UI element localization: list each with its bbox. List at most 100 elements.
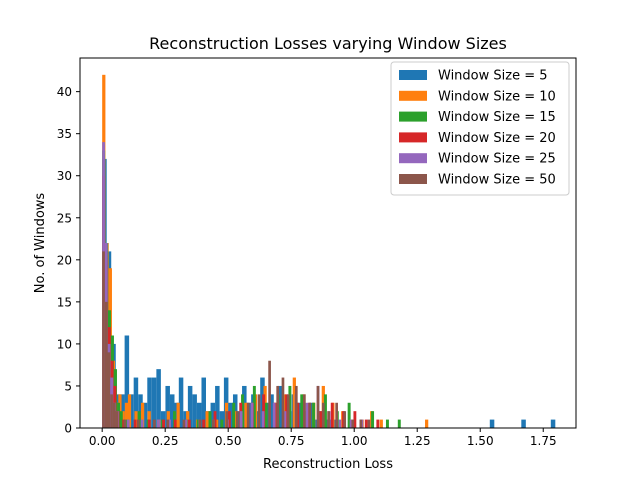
histogram-bar xyxy=(323,394,327,428)
histogram-bar xyxy=(174,402,179,428)
histogram-bar xyxy=(286,394,290,428)
histogram-bar xyxy=(136,419,140,428)
histogram-bar xyxy=(178,377,184,428)
legend-swatch xyxy=(399,70,427,80)
histogram-bar xyxy=(347,402,351,428)
histogram-bar xyxy=(305,402,309,428)
chart-title: Reconstruction Losses varying Window Siz… xyxy=(149,34,507,53)
histogram-bar xyxy=(312,402,316,428)
histogram-bar xyxy=(165,385,170,428)
histogram-bar xyxy=(272,402,276,428)
histogram-bar xyxy=(283,411,287,428)
legend-label: Window Size = 50 xyxy=(438,173,556,188)
histogram-bar xyxy=(147,377,152,428)
legend-swatch xyxy=(399,153,427,164)
x-axis: 0.00 0.25 0.50 0.75 1.00 1.25 1.50 1.75 xyxy=(89,428,557,448)
histogram-bar xyxy=(264,402,268,428)
y-tick-label: 40 xyxy=(57,85,72,99)
histogram-bar xyxy=(119,411,123,428)
histogram-bar xyxy=(316,385,320,428)
histogram-bar xyxy=(129,394,134,428)
histogram-bar xyxy=(371,411,375,428)
histogram-bar xyxy=(102,251,105,428)
legend-label: Window Size = 25 xyxy=(438,152,556,167)
histogram-bar xyxy=(550,419,556,428)
histogram-bar xyxy=(268,360,271,428)
histogram-bar xyxy=(489,419,495,428)
histogram-bar xyxy=(269,394,274,428)
histogram-bar xyxy=(184,419,188,428)
y-axis: 0 5 10 15 20 25 30 35 40 xyxy=(57,85,80,436)
histogram-bar xyxy=(252,385,256,428)
histogram-bar xyxy=(107,352,111,428)
histogram-bar xyxy=(314,419,319,428)
histogram-bar xyxy=(202,419,206,428)
legend-label: Window Size = 15 xyxy=(438,110,556,125)
histogram-bar xyxy=(124,402,129,428)
histogram-bar xyxy=(110,394,113,428)
histogram-bar xyxy=(250,402,254,428)
histogram-bar xyxy=(133,419,137,428)
histogram-bars xyxy=(102,74,556,428)
histogram-bar xyxy=(187,419,191,428)
histogram-bar xyxy=(281,377,285,428)
histogram-bar xyxy=(196,419,200,428)
histogram-bar xyxy=(300,394,304,428)
series-6-bars xyxy=(102,251,371,428)
histogram-bar xyxy=(212,419,215,428)
legend-box xyxy=(390,61,570,196)
histogram-bar xyxy=(192,394,197,428)
legend-swatch xyxy=(399,174,427,184)
histogram-bar xyxy=(232,402,236,428)
histogram-bar xyxy=(379,419,383,428)
y-tick-label: 20 xyxy=(57,253,72,267)
histogram-bar xyxy=(353,411,357,428)
histogram-bar xyxy=(142,402,148,428)
x-tick-label: 1.50 xyxy=(467,434,494,448)
histogram-bar xyxy=(332,419,337,428)
histogram-bar xyxy=(225,411,229,428)
y-tick-label: 0 xyxy=(64,422,72,436)
histogram-bar xyxy=(215,419,219,428)
histogram-bar xyxy=(213,411,217,428)
legend: Window Size = 5 Window Size = 10 Window Si… xyxy=(390,61,570,196)
histogram-bar xyxy=(115,411,119,428)
histogram-bar xyxy=(187,385,193,428)
histogram-bar xyxy=(349,419,353,428)
histogram-bar xyxy=(303,394,306,428)
histogram-bar xyxy=(220,419,224,428)
histogram-bar xyxy=(285,394,288,428)
legend-swatch xyxy=(399,111,427,122)
legend-swatch xyxy=(399,90,427,101)
histogram-bar xyxy=(176,402,180,428)
legend-label: Window Size = 10 xyxy=(438,89,556,104)
histogram-bar xyxy=(124,335,130,428)
histogram-bar xyxy=(239,411,243,428)
x-tick-label: 1.00 xyxy=(341,434,368,448)
histogram-bar xyxy=(168,419,171,428)
histogram-bar xyxy=(330,402,334,428)
x-tick-label: 0.50 xyxy=(215,434,242,448)
histogram-bar xyxy=(296,402,300,428)
histogram-bar xyxy=(521,419,526,428)
y-axis-label: No. of Windows xyxy=(33,193,48,294)
histogram-bar xyxy=(151,377,157,428)
histogram-bar xyxy=(236,411,239,428)
histogram-bar xyxy=(278,385,283,428)
histogram-bar xyxy=(227,411,231,428)
histogram-bar xyxy=(113,402,116,428)
histogram-bar xyxy=(166,419,170,428)
y-tick-label: 15 xyxy=(57,295,72,309)
histogram-bar xyxy=(359,419,363,428)
histogram-bar xyxy=(173,419,177,428)
histogram-bar xyxy=(292,377,296,428)
histogram-bar xyxy=(261,411,265,428)
histogram-bar xyxy=(288,385,292,428)
histogram-bar xyxy=(335,402,338,428)
x-tick-label: 0.00 xyxy=(89,434,116,448)
histogram-bar xyxy=(201,377,206,428)
histogram-bar xyxy=(242,385,247,428)
histogram-bar xyxy=(246,402,250,428)
plot-frame xyxy=(79,57,577,429)
histogram-bar xyxy=(343,411,347,428)
